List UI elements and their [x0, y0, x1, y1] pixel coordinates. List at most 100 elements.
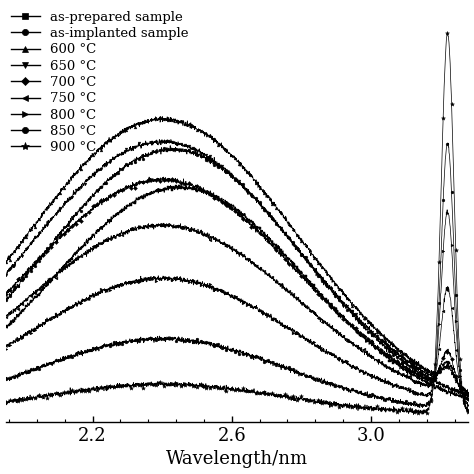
600 °C [452, 378, 458, 383]
850 °C [228, 347, 234, 353]
as-prepared sample [3, 323, 9, 329]
850 °C [216, 344, 221, 350]
800 °C [27, 330, 32, 336]
as-prepared sample [465, 396, 471, 401]
850 °C [464, 408, 470, 413]
750 °C [452, 339, 458, 345]
as-prepared sample [216, 194, 221, 200]
650 °C [465, 393, 470, 399]
650 °C [156, 137, 162, 142]
600 °C [465, 386, 471, 392]
800 °C [3, 346, 9, 352]
650 °C [452, 374, 458, 379]
850 °C [27, 371, 32, 376]
700 °C [161, 174, 166, 180]
900 °C [453, 240, 458, 246]
900 °C [216, 385, 221, 391]
800 °C [452, 306, 458, 312]
900 °C [465, 408, 471, 413]
as-implanted sample [27, 269, 32, 274]
600 °C [216, 140, 221, 146]
as-prepared sample [367, 341, 373, 347]
600 °C [452, 376, 458, 382]
800 °C [444, 207, 450, 213]
650 °C [367, 329, 373, 335]
as-implanted sample [452, 387, 458, 392]
600 °C [160, 114, 165, 119]
700 °C [452, 369, 458, 375]
750 °C [367, 352, 373, 358]
as-prepared sample [176, 182, 182, 188]
Line: as-prepared sample: as-prepared sample [4, 183, 470, 401]
700 °C [367, 340, 373, 346]
850 °C [3, 376, 9, 382]
Line: 900 °C: 900 °C [3, 31, 471, 417]
650 °C [216, 161, 221, 166]
as-implanted sample [367, 330, 373, 336]
Line: as-implanted sample: as-implanted sample [4, 144, 470, 397]
800 °C [465, 401, 471, 407]
700 °C [27, 266, 32, 272]
850 °C [445, 140, 450, 146]
900 °C [410, 411, 416, 417]
900 °C [27, 395, 32, 401]
800 °C [228, 293, 234, 299]
as-implanted sample [216, 162, 221, 168]
as-prepared sample [228, 204, 234, 210]
Line: 750 °C: 750 °C [4, 222, 470, 401]
as-prepared sample [452, 392, 458, 398]
700 °C [3, 291, 9, 297]
600 °C [3, 259, 9, 265]
as-implanted sample [228, 173, 234, 178]
700 °C [216, 195, 221, 201]
850 °C [452, 280, 458, 286]
600 °C [27, 228, 32, 234]
700 °C [228, 203, 234, 209]
750 °C [228, 246, 234, 252]
750 °C [161, 220, 166, 226]
800 °C [367, 373, 373, 378]
800 °C [216, 288, 221, 293]
600 °C [464, 390, 469, 396]
Line: 700 °C: 700 °C [4, 175, 470, 399]
as-implanted sample [452, 388, 458, 394]
as-implanted sample [465, 391, 471, 397]
X-axis label: Wavelength/nm: Wavelength/nm [166, 450, 308, 468]
750 °C [27, 292, 32, 298]
650 °C [452, 374, 458, 379]
750 °C [465, 396, 471, 402]
650 °C [3, 273, 9, 278]
as-prepared sample [463, 397, 469, 402]
850 °C [367, 395, 373, 401]
600 °C [228, 154, 234, 160]
as-prepared sample [452, 392, 458, 398]
650 °C [465, 389, 471, 395]
Line: 850 °C: 850 °C [4, 142, 470, 412]
750 °C [216, 237, 221, 243]
700 °C [452, 369, 458, 374]
850 °C [452, 277, 458, 283]
as-implanted sample [461, 393, 467, 399]
850 °C [465, 407, 471, 413]
800 °C [465, 402, 471, 408]
as-implanted sample [3, 298, 9, 303]
Legend: as-prepared sample, as-implanted sample, 600 °C, 650 °C, 700 °C, 750 °C, 800 °C,: as-prepared sample, as-implanted sample,… [9, 9, 190, 155]
600 °C [367, 319, 373, 325]
650 °C [228, 172, 234, 178]
900 °C [445, 30, 450, 36]
700 °C [465, 394, 471, 400]
800 °C [452, 312, 458, 318]
650 °C [27, 243, 32, 248]
as-prepared sample [27, 301, 32, 306]
900 °C [228, 386, 234, 392]
750 °C [452, 344, 458, 349]
750 °C [465, 397, 471, 403]
900 °C [3, 399, 9, 404]
750 °C [3, 314, 9, 320]
900 °C [452, 231, 458, 237]
Line: 800 °C: 800 °C [4, 209, 470, 407]
900 °C [367, 405, 373, 410]
as-implanted sample [167, 143, 173, 148]
Line: 600 °C: 600 °C [4, 115, 470, 394]
Line: 650 °C: 650 °C [4, 138, 470, 397]
